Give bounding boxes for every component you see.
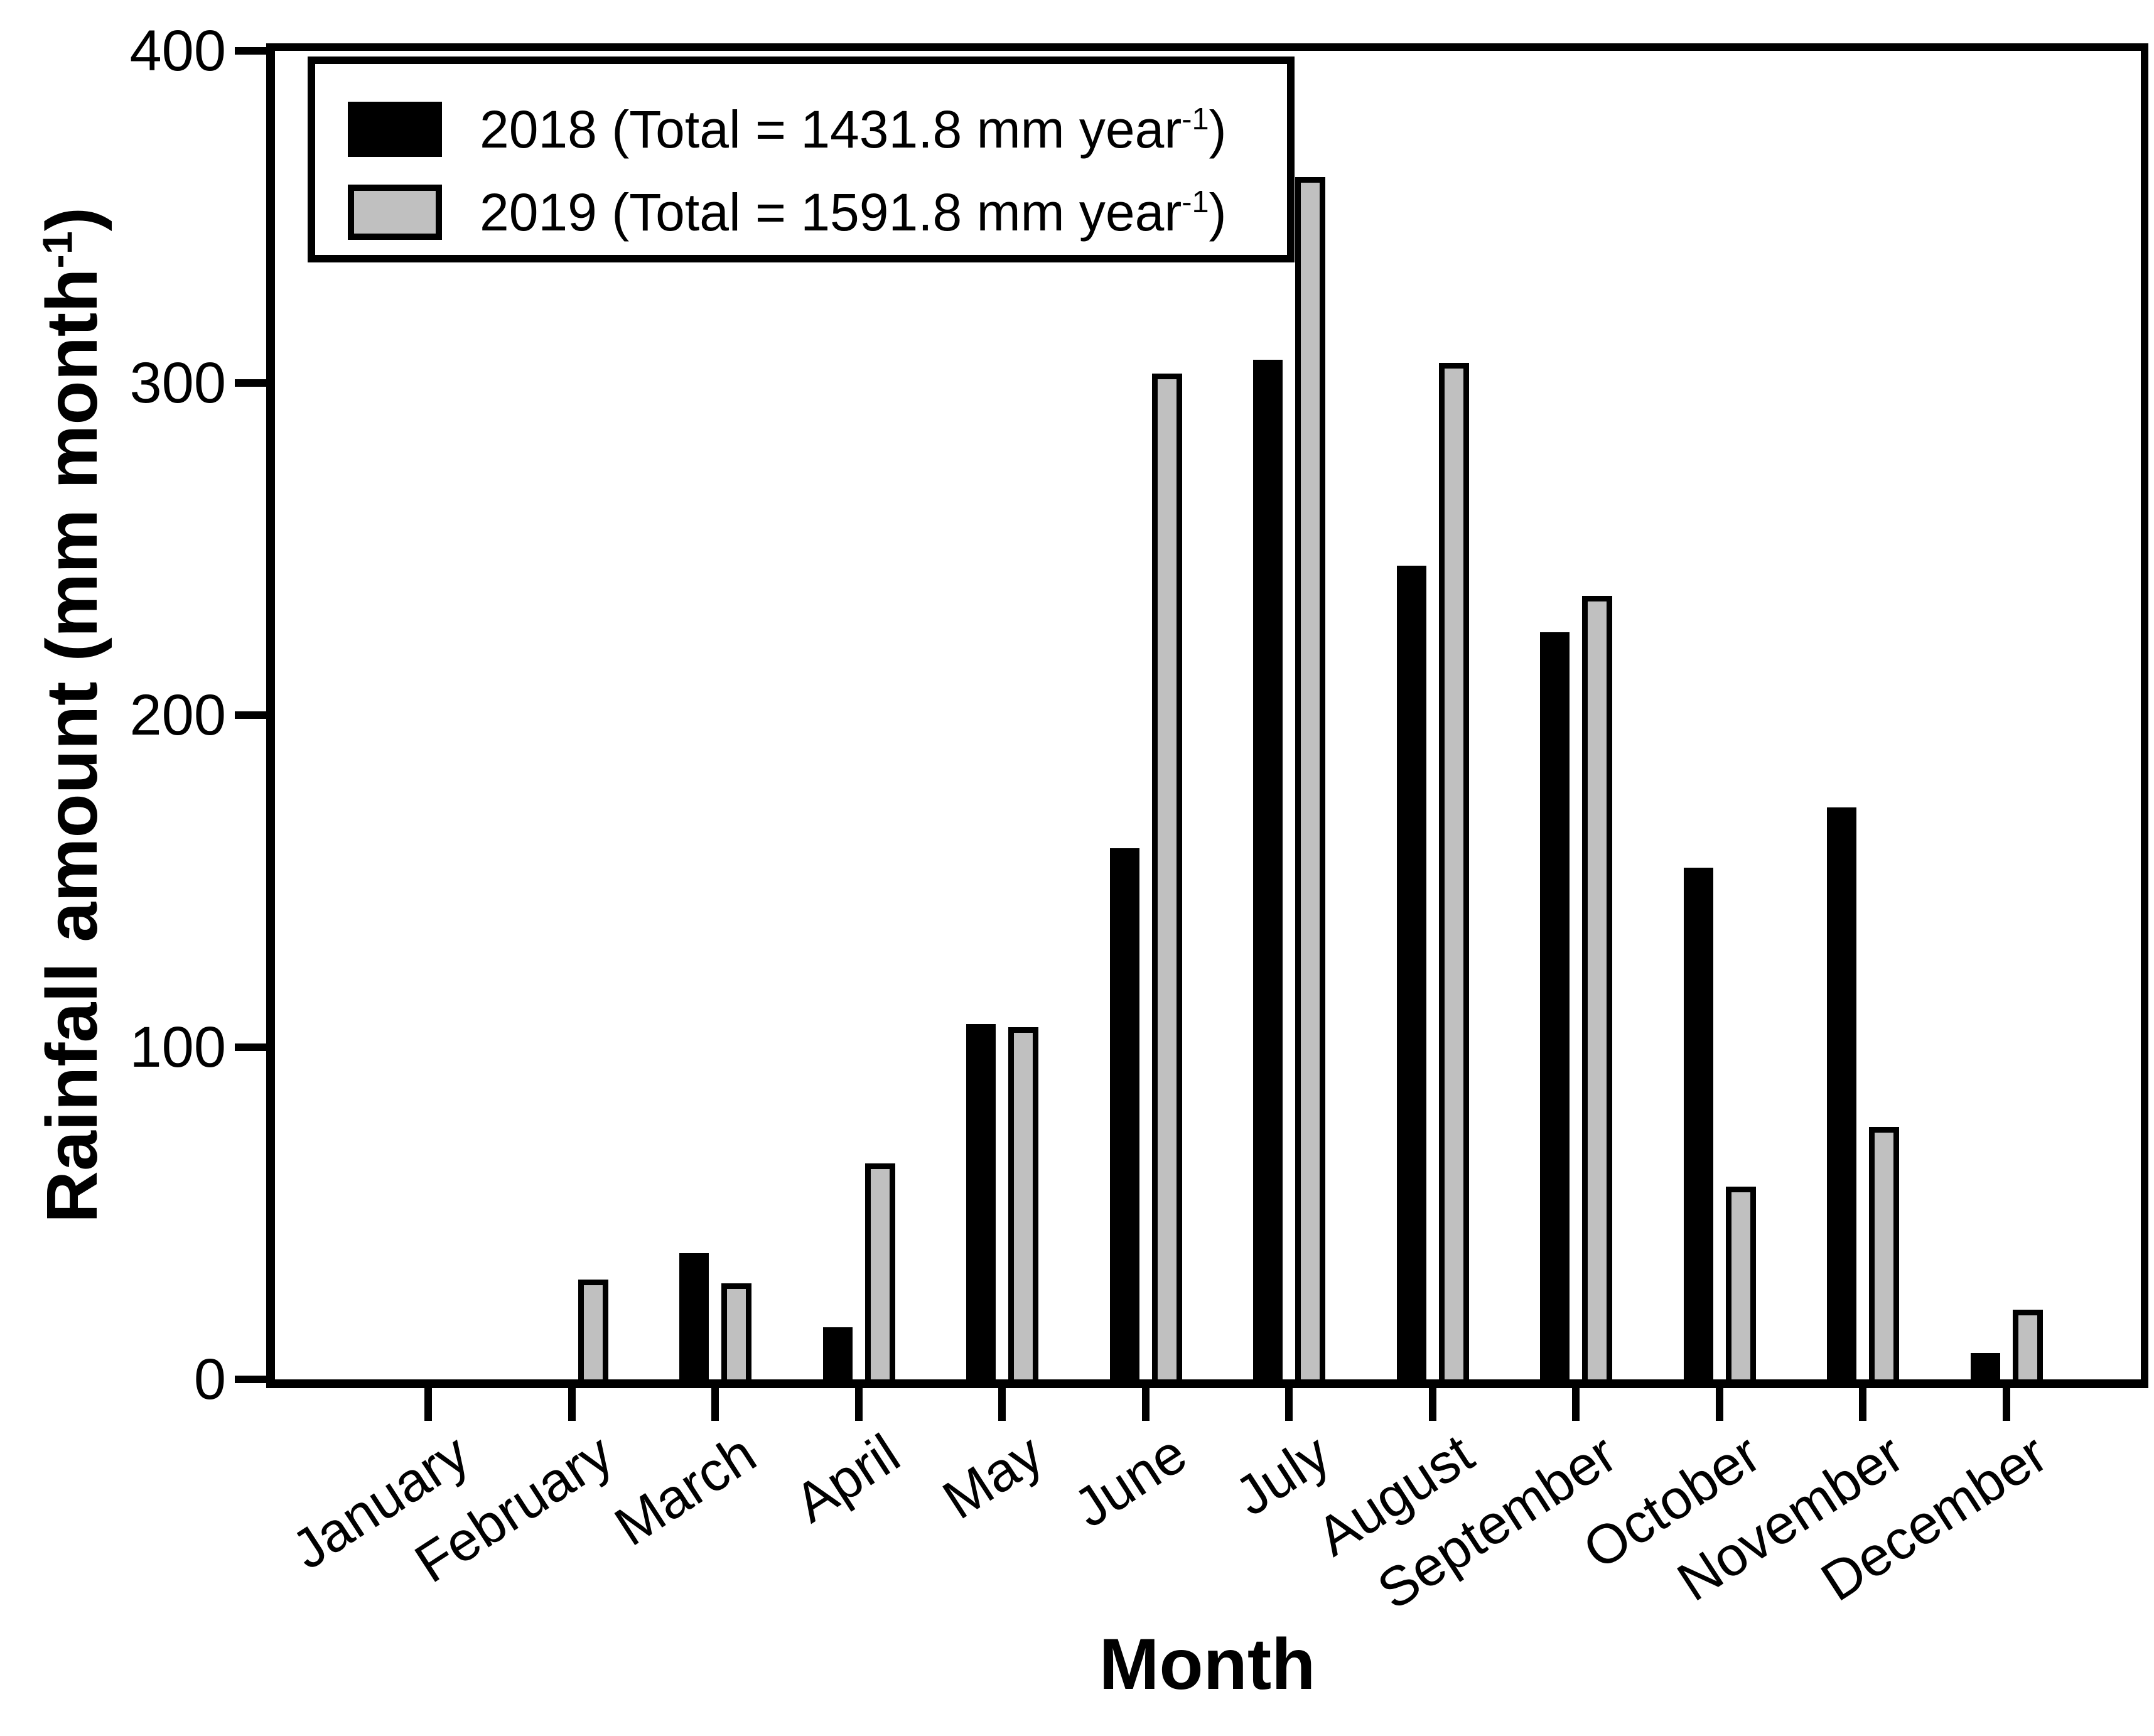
x-tick-april — [854, 1388, 863, 1421]
legend: 2018 (Total = 1431.8 mm year-1) 2019 (To… — [308, 57, 1295, 262]
x-tick-may — [998, 1388, 1006, 1421]
bar-2018-november — [1827, 807, 1856, 1379]
legend-label-2018-superscript: -1 — [1182, 102, 1209, 136]
legend-entry-2019: 2019 (Total = 1591.8 mm year-1) — [348, 182, 1227, 242]
bar-2018-october — [1683, 868, 1713, 1379]
x-tick-june — [1141, 1388, 1150, 1421]
legend-entry-2018: 2018 (Total = 1431.8 mm year-1) — [348, 99, 1227, 159]
bar-2019-august — [1438, 363, 1469, 1379]
bar-2018-april — [822, 1327, 853, 1379]
x-axis-title: Month — [1099, 1624, 1316, 1705]
legend-label-2018: 2018 (Total = 1431.8 mm year-1) — [480, 99, 1227, 160]
bar-2019-september — [1582, 596, 1612, 1379]
legend-swatch-2019 — [348, 185, 442, 240]
y-axis-title-suffix: ) — [32, 207, 112, 232]
x-tick-december — [2002, 1388, 2010, 1421]
x-tick-september — [1572, 1388, 1580, 1421]
y-tick-100 — [235, 1043, 266, 1051]
x-tick-november — [1859, 1388, 1866, 1421]
bar-2019-october — [1725, 1187, 1756, 1379]
bar-2019-november — [1869, 1127, 1899, 1379]
x-tick-march — [711, 1388, 719, 1421]
x-tick-july — [1285, 1388, 1293, 1421]
bar-2018-march — [679, 1253, 709, 1379]
legend-label-2019: 2019 (Total = 1591.8 mm year-1) — [480, 182, 1227, 243]
legend-label-2019-suffix: ) — [1209, 182, 1227, 242]
bar-2018-september — [1540, 632, 1570, 1379]
bar-2019-april — [864, 1163, 895, 1379]
y-tick-300 — [235, 379, 266, 387]
y-tick-label-0: 0 — [193, 1347, 226, 1411]
legend-label-2018-suffix: ) — [1209, 99, 1227, 159]
legend-label-2019-superscript: -1 — [1182, 185, 1209, 219]
bar-2018-december — [1970, 1353, 2000, 1379]
x-tick-august — [1428, 1388, 1436, 1421]
legend-label-2018-text: 2018 (Total = 1431.8 mm year — [480, 99, 1182, 159]
legend-swatch-2018 — [348, 102, 442, 157]
y-tick-label-300: 300 — [129, 351, 227, 415]
bar-2019-june — [1151, 374, 1182, 1379]
bar-2019-march — [721, 1283, 751, 1379]
bar-2019-may — [1008, 1027, 1038, 1379]
y-tick-label-400: 400 — [129, 19, 227, 83]
y-tick-400 — [235, 47, 266, 55]
legend-label-2019-text: 2019 (Total = 1591.8 mm year — [480, 182, 1182, 242]
bar-2018-may — [966, 1024, 996, 1379]
plot-area — [266, 43, 2148, 1388]
bar-2018-july — [1253, 360, 1283, 1379]
bar-2019-february — [578, 1280, 608, 1379]
bar-2018-august — [1396, 566, 1426, 1379]
y-tick-label-200: 200 — [129, 683, 227, 747]
y-axis-title-superscript: -1 — [35, 231, 82, 269]
y-tick-label-100: 100 — [129, 1015, 227, 1079]
bar-2019-july — [1295, 177, 1325, 1379]
bar-2018-june — [1109, 848, 1139, 1379]
x-tick-january — [424, 1388, 432, 1421]
x-tick-february — [568, 1388, 576, 1421]
bar-2019-december — [2012, 1310, 2043, 1379]
y-tick-0 — [235, 1376, 266, 1383]
x-tick-october — [1715, 1388, 1723, 1421]
y-tick-200 — [235, 711, 266, 719]
